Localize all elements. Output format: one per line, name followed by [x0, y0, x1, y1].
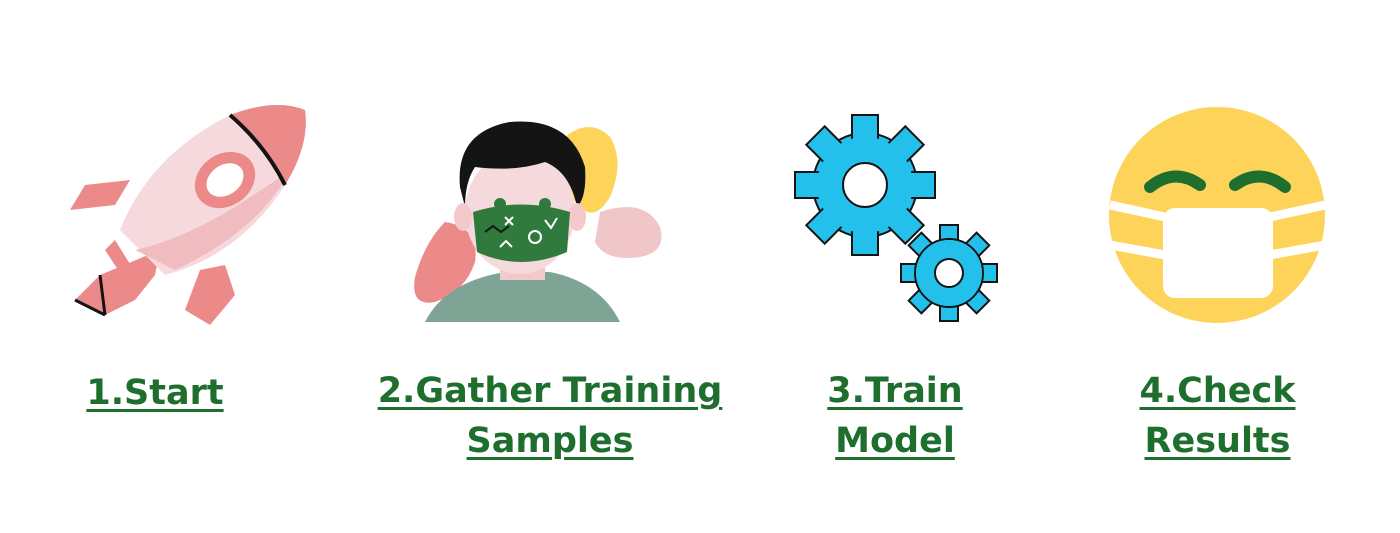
gears-icon: [794, 114, 998, 322]
step-label-check[interactable]: 4.Check Results: [1139, 371, 1296, 461]
step-label-gather[interactable]: 2.Gather Training Samples: [377, 371, 723, 461]
step-label-start[interactable]: 1.Start: [86, 373, 224, 413]
masked-face-emoji-icon: [1109, 107, 1326, 323]
masked-person-icon: [414, 121, 662, 322]
step-label-train[interactable]: 3.Train Model: [827, 371, 963, 461]
rocket-icon: [70, 105, 306, 325]
